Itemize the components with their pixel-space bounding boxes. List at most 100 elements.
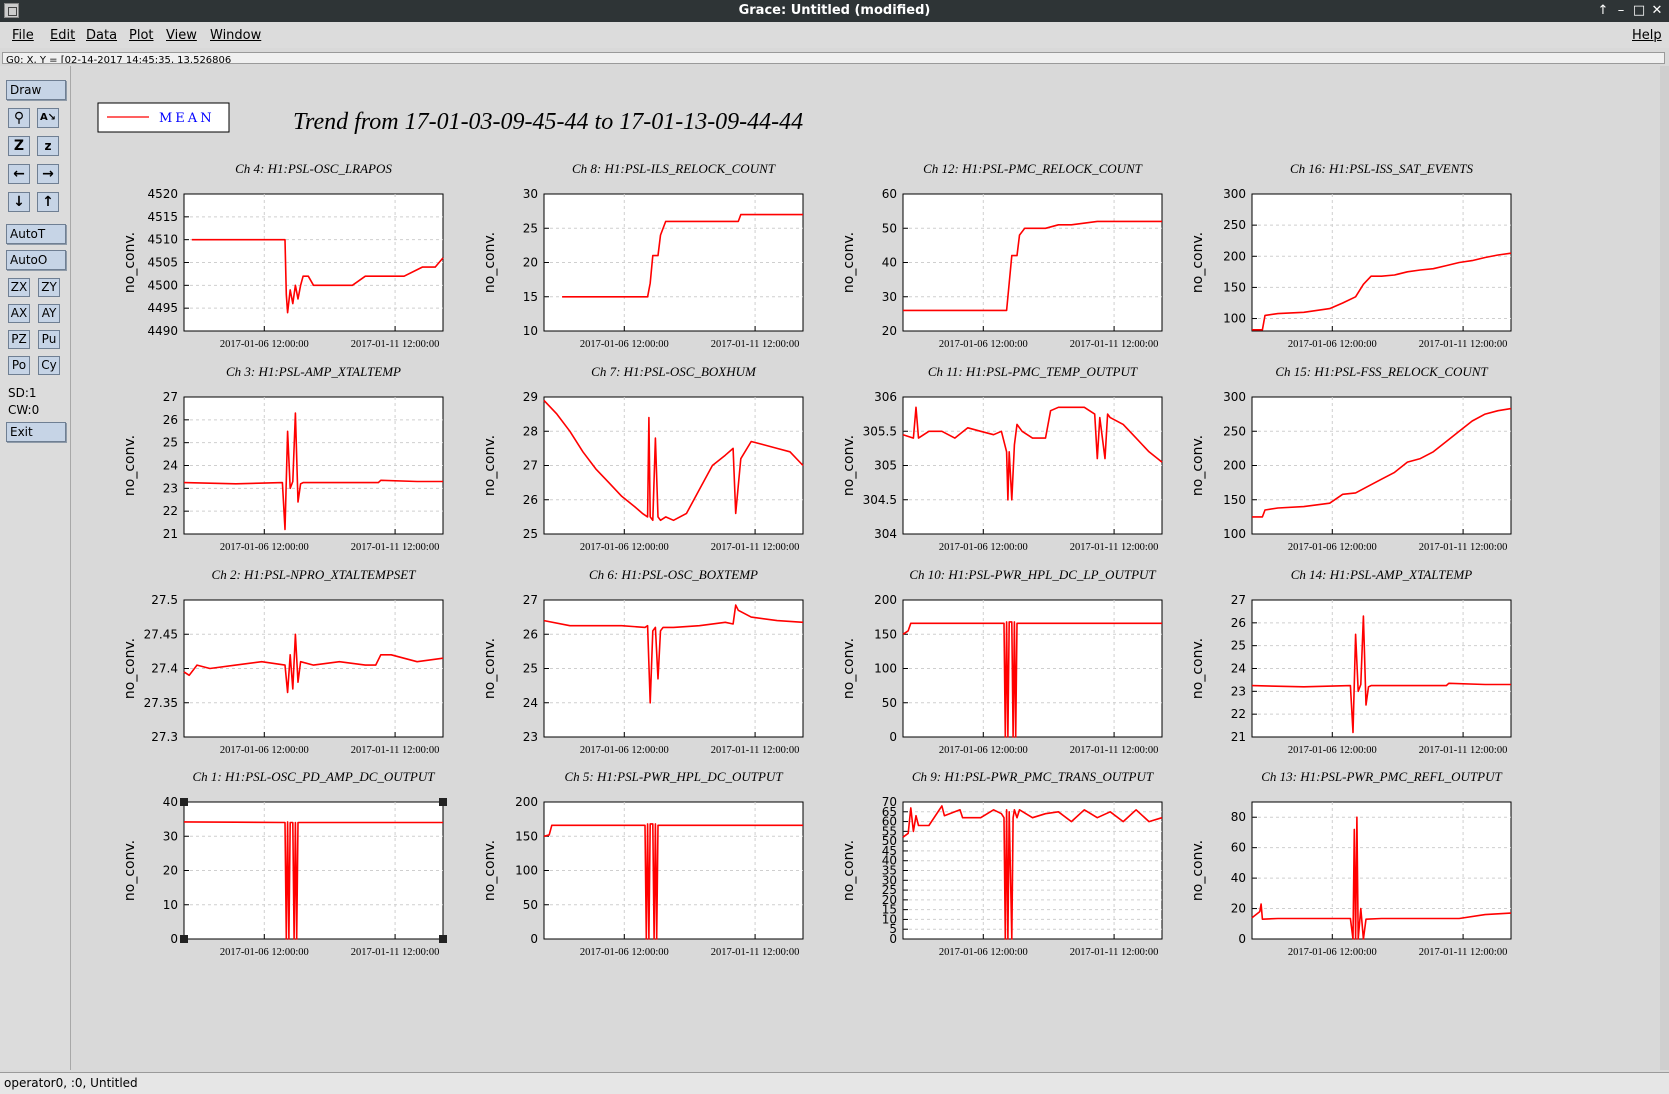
chart-panel[interactable]: 27.3 27.35 27.4 27.45 27.5 2017-01-06 12:00:0…	[122, 567, 444, 756]
menu-window[interactable]: Window	[210, 28, 262, 43]
chart-panel[interactable]: 10 15 20 25 30 2017-01-06 12:00:00 2017-01-11 …	[482, 161, 804, 350]
arrow-left-icon[interactable]: ←	[8, 164, 30, 184]
x-tick-label: 2017-01-11 12:00:00	[1419, 947, 1508, 958]
y-tick-label: 4510	[147, 233, 178, 247]
plot-area[interactable]	[1251, 193, 1512, 332]
autoscale-text-icon[interactable]: A↘	[37, 108, 59, 128]
panel-title: Ch 12: H1:PSL-PMC_RELOCK_COUNT	[923, 161, 1143, 176]
selection-handle[interactable]	[180, 798, 188, 806]
zoom-small-icon[interactable]: z	[37, 136, 59, 156]
zoom-icon[interactable]: Z	[8, 136, 30, 156]
draw-button[interactable]: Draw	[6, 80, 66, 100]
panel-title: Ch 1: H1:PSL-OSC_PD_AMP_DC_OUTPUT	[193, 769, 436, 784]
autot-button[interactable]: AutoT	[6, 224, 66, 244]
chart-panel[interactable]: 100 150 200 250 300 2017-01-06 12:00:00 2017-0…	[1190, 161, 1512, 350]
window-title: Grace: Untitled (modified)	[738, 3, 931, 18]
y-tick-label: 25	[882, 883, 897, 897]
exit-button[interactable]: Exit	[6, 422, 66, 442]
x-tick-label: 2017-01-06 12:00:00	[580, 947, 669, 958]
x-tick-label: 2017-01-11 12:00:00	[711, 339, 800, 350]
x-tick-label: 2017-01-06 12:00:00	[939, 745, 1028, 756]
y-tick-label: 27	[163, 390, 178, 404]
selection-handle[interactable]	[180, 935, 188, 943]
y-tick-label: 50	[882, 696, 897, 710]
maximize-icon[interactable]: □	[1632, 3, 1646, 18]
pu-button[interactable]: Pu	[38, 330, 60, 349]
magnifier-icon[interactable]: ⚲	[8, 108, 30, 128]
chart-panel[interactable]: 0 50 100 150 200 2017-01-06 12:00:00 2017-01-1…	[482, 769, 804, 958]
y-tick-label: 200	[874, 593, 897, 607]
chart-main-title: Trend from 17-01-03-09-45-44 to 17-01-13…	[293, 109, 803, 135]
selection-handle[interactable]	[439, 935, 447, 943]
selection-handle[interactable]	[439, 798, 447, 806]
x-tick-label: 2017-01-06 12:00:00	[1288, 542, 1377, 553]
plot-svg[interactable]: MEAN Trend from 17-01-03-09-45-44 to 17-…	[71, 66, 1660, 1070]
arrow-down-icon[interactable]: ↓	[8, 192, 30, 212]
minimize-icon[interactable]: –	[1617, 3, 1625, 18]
arrow-right-icon[interactable]: →	[37, 164, 59, 184]
y-tick-label: 24	[523, 696, 538, 710]
menu-help[interactable]: Help	[1632, 28, 1662, 43]
chart-panel[interactable]: 0 20 40 60 80 2017-01-06 12:00:00 2017-01-11 1…	[1190, 769, 1512, 958]
panel-title: Ch 16: H1:PSL-ISS_SAT_EVENTS	[1290, 161, 1473, 176]
menu-view[interactable]: View	[166, 28, 197, 43]
x-tick-label: 2017-01-06 12:00:00	[939, 947, 1028, 958]
panel-title: Ch 3: H1:PSL-AMP_XTALTEMP	[226, 364, 401, 379]
ay-button[interactable]: AY	[38, 304, 60, 323]
autoo-button[interactable]: AutoO	[6, 250, 66, 270]
cy-button[interactable]: Cy	[38, 356, 60, 375]
y-tick-label: 27	[523, 459, 538, 473]
y-tick-label: 4500	[147, 278, 178, 292]
pz-button[interactable]: PZ	[8, 330, 30, 349]
y-tick-label: 30	[163, 829, 178, 843]
y-tick-label: 27.45	[144, 627, 178, 641]
series-line-mean	[191, 238, 444, 314]
close-icon[interactable]: ✕	[1651, 3, 1663, 18]
y-tick-label: 200	[1223, 249, 1246, 263]
arrow-up-icon[interactable]: ↑	[37, 192, 59, 212]
y-tick-label: 150	[874, 627, 897, 641]
y-tick-label: 25	[1231, 639, 1246, 653]
y-tick-label: 27	[523, 593, 538, 607]
chart-panel[interactable]: 0 10 20 30 40 2017-01-06 12:00:00 2017-01-11 1…	[122, 769, 447, 958]
y-tick-label: 24	[163, 459, 178, 473]
menu-file[interactable]: File	[12, 28, 34, 43]
y-tick-label: 21	[163, 527, 178, 541]
menu-data[interactable]: Data	[86, 28, 118, 43]
pin-icon[interactable]: ↑	[1597, 3, 1609, 18]
vertical-scrollbar[interactable]	[1660, 66, 1669, 1070]
y-tick-label: 26	[1231, 616, 1246, 630]
menu-plot[interactable]: Plot	[129, 28, 154, 43]
panel-title: Ch 13: H1:PSL-PWR_PMC_REFL_OUTPUT	[1261, 769, 1502, 784]
chart-panel[interactable]: 25 26 27 28 29 2017-01-06 12:00:00 2017-01-11 …	[482, 364, 804, 553]
chart-panel[interactable]: 21 22 23 24 25 26 27 2017-01-06 12:00:00 2017-01…	[122, 364, 444, 553]
chart-panel[interactable]: 20 30 40 50 60 2017-01-06 12:00:00 2017-01-11 …	[841, 161, 1163, 350]
chart-panel[interactable]: 4490 4495 4500 4505 4510 4515 4520 2017-01-06 1…	[122, 161, 444, 350]
plot-canvas[interactable]: MEAN Trend from 17-01-03-09-45-44 to 17-…	[71, 66, 1669, 1070]
x-tick-label: 2017-01-11 12:00:00	[351, 947, 440, 958]
y-tick-label: 20	[882, 324, 897, 338]
ax-button[interactable]: AX	[8, 304, 30, 323]
chart-panel[interactable]: 23 24 25 26 27 2017-01-06 12:00:00 2017-01-11 …	[482, 567, 804, 756]
y-tick-label: 35	[882, 864, 897, 878]
y-tick-label: 60	[1231, 841, 1246, 855]
y-tick-label: 15	[882, 903, 897, 917]
menu-edit[interactable]: Edit	[50, 28, 76, 43]
series-line-mean	[543, 823, 803, 940]
zy-button[interactable]: ZY	[38, 278, 60, 297]
y-tick-label: 26	[523, 493, 538, 507]
y-tick-label: 10	[882, 912, 897, 926]
chart-panel[interactable]: 100 150 200 250 300 2017-01-06 12:00:00 2017-0…	[1190, 364, 1512, 553]
chart-panel[interactable]: 21 22 23 24 25 26 27 2017-01-06 12:00:00 2017-01…	[1190, 567, 1512, 756]
zx-button[interactable]: ZX	[8, 278, 30, 297]
po-button[interactable]: Po	[8, 356, 30, 375]
plot-area[interactable]	[1251, 801, 1512, 940]
x-tick-label: 2017-01-06 12:00:00	[1288, 947, 1377, 958]
chart-panel[interactable]: 304 304.5 305 305.5 306 2017-01-06 12:00:00 20…	[841, 364, 1163, 553]
y-tick-label: 20	[523, 256, 538, 270]
y-tick-label: 100	[1223, 312, 1246, 326]
y-axis-label: no_conv.	[841, 232, 857, 293]
chart-panel[interactable]: 0 50 100 150 200 2017-01-06 12:00:00 2017-01-1…	[841, 567, 1163, 756]
y-tick-label: 5	[889, 922, 897, 936]
